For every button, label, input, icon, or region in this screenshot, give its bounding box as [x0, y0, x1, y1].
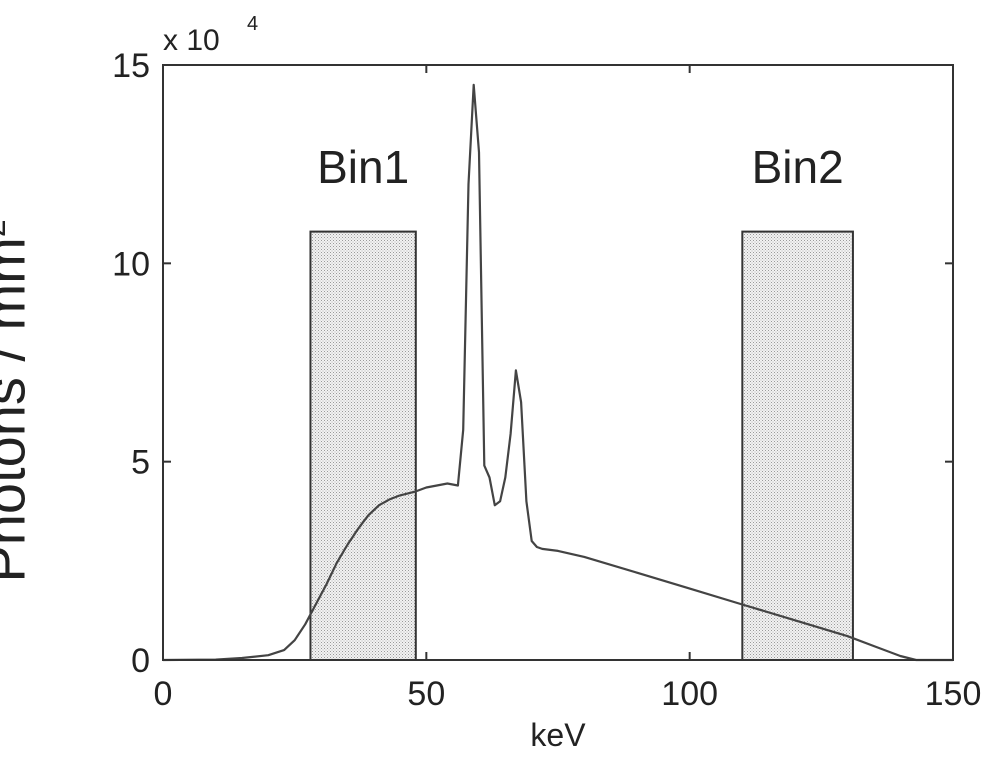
y-tick-label: 5 [131, 444, 150, 482]
x-tick-label: 150 [925, 675, 982, 713]
labels-layer: 0 50 100 150 0 5 10 15 keV x 10 4 [112, 13, 981, 753]
x-tick-label: 0 [154, 675, 173, 713]
plot-frame [162, 64, 954, 661]
x-tick-label: 100 [661, 675, 718, 713]
bins-layer: Bin1 Bin2 [309, 141, 854, 661]
bin-rect-1 [309, 230, 417, 661]
x-tick-label: 50 [407, 675, 445, 713]
bin-label-2: Bin2 [752, 141, 844, 193]
y-multiplier: x 10 [163, 24, 220, 57]
y-tick-label: 15 [112, 47, 150, 85]
bin-rect-2 [741, 230, 854, 661]
y-tick-label: 0 [131, 642, 150, 680]
spectrum-line [162, 83, 953, 662]
y-multiplier-exponent: 4 [247, 13, 258, 35]
y-tick-label: 10 [112, 245, 150, 283]
x-axis-label: keV [530, 717, 586, 753]
series-layer [162, 83, 953, 662]
ticks-layer [162, 64, 954, 661]
bin-label-1: Bin1 [317, 141, 409, 193]
y-axis-label: Photons / mm2 [0, 219, 37, 583]
y-axis-label-wrapper: Photons / mm2 [0, 219, 37, 582]
